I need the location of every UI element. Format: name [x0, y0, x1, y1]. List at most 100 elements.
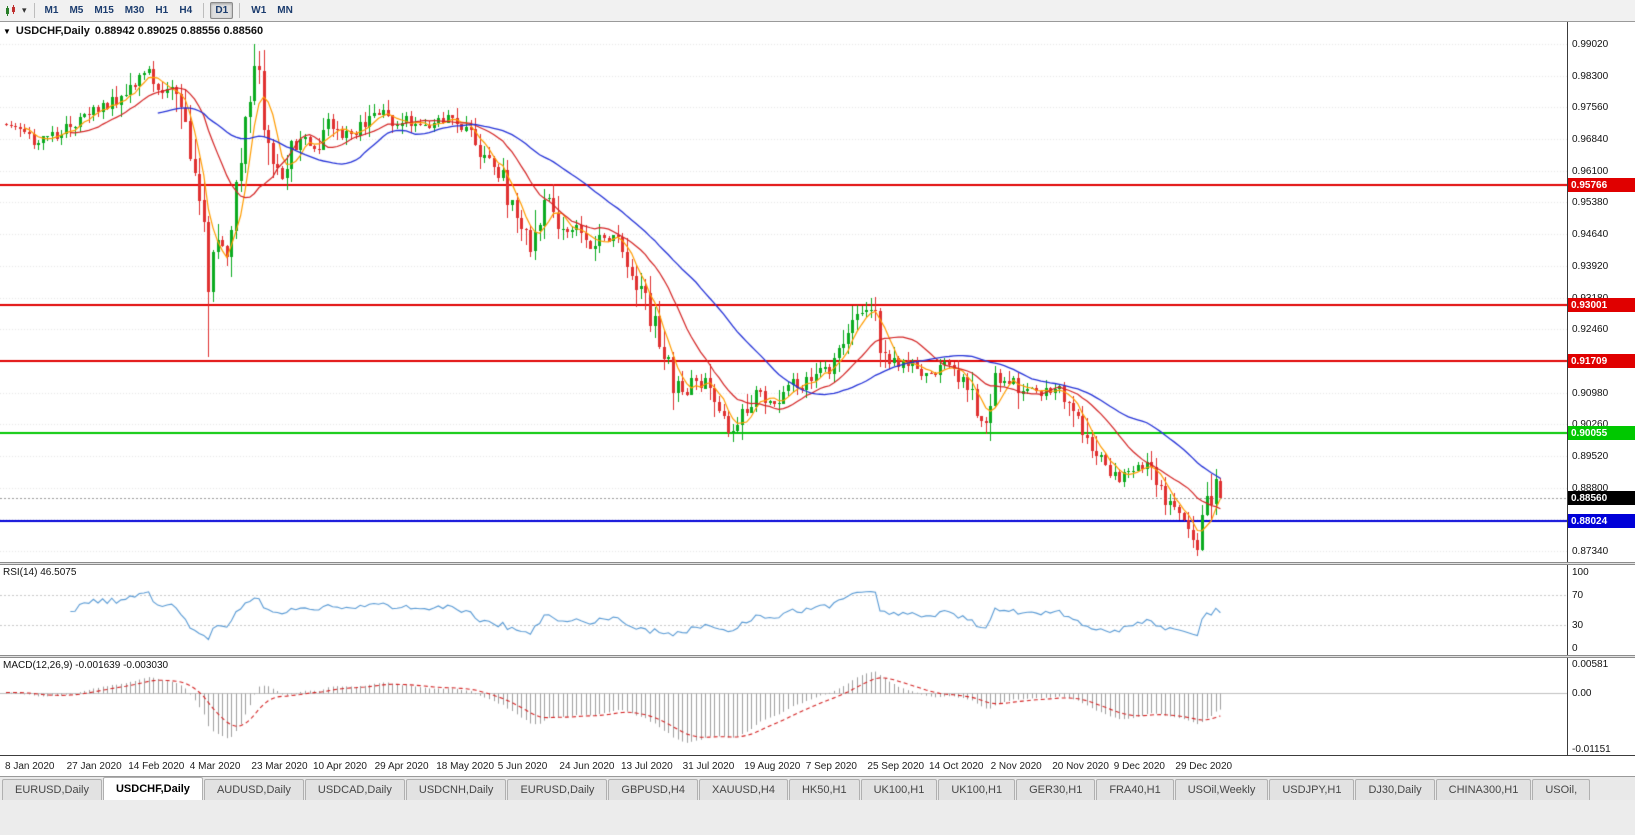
rsi-scale-label: 100: [1572, 567, 1589, 578]
price-tick-label: 0.93180: [1572, 293, 1608, 304]
symbol-tab-audusd-daily[interactable]: AUDUSD,Daily: [203, 779, 304, 800]
date-label: 8 Jan 2020: [5, 761, 55, 772]
toolbar-separator: [203, 3, 205, 18]
date-label: 10 Apr 2020: [313, 761, 367, 772]
symbol-tab-ger30-h1[interactable]: GER30,H1: [1016, 779, 1096, 800]
macd-axis[interactable]: 0.00581 0.00 -0.01151: [1567, 658, 1635, 755]
rsi-panel: RSI(14) 46.5075 100 70 30 0: [0, 565, 1635, 655]
chart-type-icon[interactable]: [5, 4, 19, 17]
price-badge-0.93001: 0.93001: [1568, 298, 1635, 313]
symbol-tab-uk100-h1[interactable]: UK100,H1: [860, 779, 938, 800]
timeframes-toolbar: ▾ M1 M5 M15 M30 H1 H4 D1 W1 MN: [0, 0, 1635, 22]
price-badge-0.88024: 0.88024: [1568, 514, 1635, 529]
date-label: 14 Oct 2020: [929, 761, 984, 772]
symbol-tab-eurusd-daily[interactable]: EURUSD,Daily: [2, 779, 102, 800]
date-label: 31 Jul 2020: [682, 761, 735, 772]
price-tick-label: 0.90980: [1572, 387, 1609, 399]
price-tick-label: 0.90260: [1572, 419, 1609, 431]
price-tick-label: 0.88800: [1572, 482, 1609, 494]
price-tick-label: 0.92460: [1572, 324, 1609, 336]
date-label: 2 Nov 2020: [990, 761, 1042, 772]
price-badge-0.95766: 0.95766: [1568, 178, 1635, 193]
date-label: 4 Mar 2020: [189, 761, 241, 772]
price-badge-0.90055: 0.90055: [1568, 426, 1635, 441]
price-tick-label: 0.87340: [1572, 546, 1609, 557]
one-click-trading-arrow-icon[interactable]: ▼: [3, 26, 11, 36]
macd-scale-label: 0.00: [1572, 687, 1592, 699]
timeframe-button-m30[interactable]: M30: [124, 5, 145, 16]
timeframe-button-m1[interactable]: M1: [44, 5, 59, 16]
chart-symbol-label: USDCHF,Daily: [15, 25, 90, 37]
toolbar-separator: [33, 3, 35, 18]
timeframe-button-m5[interactable]: M5: [69, 5, 84, 16]
date-label: 23 Mar 2020: [251, 761, 308, 772]
symbol-tab-xauusd-h4[interactable]: XAUUSD,H4: [698, 779, 788, 800]
timeframe-button-d1[interactable]: D1: [210, 2, 234, 19]
symbol-tab-hk50-h1[interactable]: HK50,H1: [788, 779, 860, 800]
symbol-tab-usoil[interactable]: USOil,: [1532, 779, 1591, 800]
price-tick-label: 0.93920: [1572, 260, 1609, 272]
date-label: 20 Nov 2020: [1052, 761, 1109, 772]
symbol-tab-eurusd-daily[interactable]: EURUSD,Daily: [507, 779, 608, 800]
date-label: 18 May 2020: [436, 761, 495, 772]
chart-ohlc-label: 0.88942 0.89025 0.88556 0.88560: [94, 25, 264, 37]
symbol-tab-china300-h1[interactable]: CHINA300,H1: [1435, 779, 1532, 800]
symbol-tab-usdcad-daily[interactable]: USDCAD,Daily: [304, 779, 405, 800]
rsi-axis[interactable]: 100 70 30 0: [1567, 565, 1635, 655]
rsi-scale-label: 30: [1572, 620, 1584, 632]
rsi-label: RSI(14) 46.5075: [3, 567, 77, 578]
date-label: 5 Jun 2020: [497, 761, 548, 772]
date-label: 29 Apr 2020: [374, 761, 429, 772]
symbol-tab-dj30-daily[interactable]: DJ30,Daily: [1355, 779, 1435, 800]
chart-title: ▼ USDCHF,Daily 0.88942 0.89025 0.88556 0…: [3, 25, 263, 37]
price-tick-label: 0.99020: [1572, 39, 1609, 50]
price-tick-label: 0.98300: [1572, 70, 1609, 82]
price-badge-0.91709: 0.91709: [1568, 354, 1635, 369]
date-label: 13 Jul 2020: [621, 761, 673, 772]
date-label: 27 Jan 2020: [66, 761, 122, 772]
timeframe-button-m15[interactable]: M15: [94, 5, 114, 16]
timeframe-button-mn[interactable]: MN: [277, 5, 293, 16]
macd-scale-label: 0.00581: [1572, 659, 1609, 670]
price-tick-label: 0.89520: [1572, 450, 1609, 462]
timeframe-button-group: M1 M5 M15 M30 H1 H4 D1 W1 MN: [40, 2, 298, 19]
date-label: 24 Jun 2020: [559, 761, 615, 772]
timeframe-button-w1[interactable]: W1: [251, 5, 267, 16]
price-tick-label: 0.95380: [1572, 197, 1609, 209]
price-tick-label: 0.96840: [1572, 134, 1609, 146]
macd-label: MACD(12,26,9) -0.001639 -0.003030: [3, 660, 169, 671]
time-axis[interactable]: 8 Jan 2020 27 Jan 2020 14 Feb 2020 4 Mar 20…: [0, 755, 1635, 776]
price-chart-canvas[interactable]: [0, 22, 1567, 562]
symbol-tab-usdcnh-daily[interactable]: USDCNH,Daily: [405, 779, 507, 800]
macd-scale-label: -0.01151: [1572, 744, 1611, 755]
rsi-scale-label: 70: [1572, 589, 1584, 601]
symbol-tab-gbpusd-h4[interactable]: GBPUSD,H4: [608, 779, 698, 800]
date-label: 9 Dec 2020: [1113, 761, 1165, 772]
rsi-canvas[interactable]: [0, 565, 1567, 655]
date-label: 19 Aug 2020: [744, 761, 801, 772]
main-chart-panel: ▼ USDCHF,Daily 0.88942 0.89025 0.88556 0…: [0, 22, 1635, 562]
macd-canvas[interactable]: [0, 658, 1567, 755]
chart-tab-bar: EURUSD,Daily USDCHF,Daily AUDUSD,Daily USDC…: [0, 776, 1635, 800]
timeframe-button-h4[interactable]: H4: [179, 5, 193, 16]
symbol-tab-usdjpy-h1[interactable]: USDJPY,H1: [1269, 779, 1355, 800]
timeframe-button-h1[interactable]: H1: [155, 5, 169, 16]
panel-divider[interactable]: [0, 562, 1635, 565]
price-tick-label: 0.96100: [1572, 165, 1609, 177]
price-axis[interactable]: 0.99020 0.98300 0.97560 0.96840 0.96100 0.953…: [1567, 22, 1635, 562]
symbol-tab-usdchf-daily[interactable]: USDCHF,Daily: [102, 777, 203, 800]
symbol-tab-uk100-h1[interactable]: UK100,H1: [938, 779, 1016, 800]
symbol-tab-fra40-h1[interactable]: FRA40,H1: [1096, 779, 1174, 800]
date-label: 7 Sep 2020: [805, 761, 857, 772]
rsi-scale-label: 0: [1572, 643, 1578, 654]
symbol-tab-usoil-weekly[interactable]: USOil,Weekly: [1174, 779, 1269, 800]
date-label: 29 Dec 2020: [1175, 761, 1233, 772]
chart-type-dropdown-caret-icon[interactable]: ▾: [22, 5, 27, 15]
current-price-badge: 0.88560: [1568, 491, 1635, 506]
toolbar-separator: [239, 3, 241, 18]
panel-divider[interactable]: [0, 655, 1635, 658]
price-tick-label: 0.94640: [1572, 229, 1609, 241]
date-label: 14 Feb 2020: [128, 761, 185, 772]
macd-panel: MACD(12,26,9) -0.001639 -0.003030 0.0058…: [0, 658, 1635, 755]
date-label: 25 Sep 2020: [867, 761, 925, 772]
